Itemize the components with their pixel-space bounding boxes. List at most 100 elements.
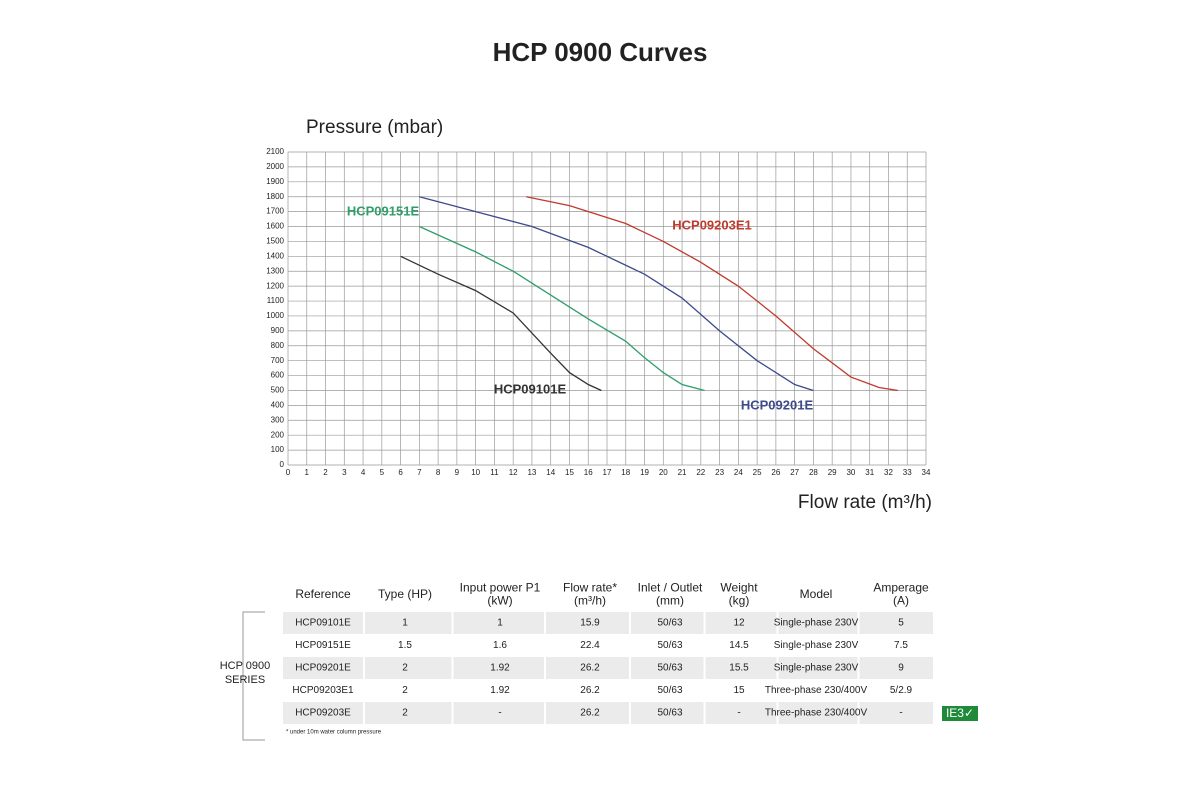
table-cell: 22.4 [580, 640, 600, 651]
x-tick-label: 21 [678, 468, 687, 477]
curve [526, 196, 898, 392]
table-cell: 1.5 [398, 640, 412, 651]
x-tick-label: 26 [771, 468, 780, 477]
table-cell: 2 [402, 663, 408, 674]
badge: IE3✓ [946, 706, 974, 720]
row-bg [283, 657, 933, 679]
x-tick-label: 12 [509, 468, 518, 477]
x-tick-label: 11 [490, 468, 499, 477]
series-label: HCP09203E1 [672, 217, 752, 232]
x-tick-label: 15 [565, 468, 574, 477]
curve [400, 255, 602, 392]
y-tick-label: 1800 [266, 192, 284, 201]
y-tick-label: 200 [271, 430, 285, 439]
table-cell: HCP09101E [295, 618, 351, 629]
table-cell: 50/63 [657, 618, 682, 629]
table-cell: HCP09203E [295, 708, 351, 719]
table-cell: 2 [402, 708, 408, 719]
y-tick-label: 500 [271, 386, 285, 395]
table-cell: 50/63 [657, 685, 682, 696]
x-tick-label: 4 [361, 468, 366, 477]
table-header: Model [800, 587, 833, 601]
table-cell: 1 [402, 618, 408, 629]
footnote: * under 10m water column pressure [286, 730, 382, 736]
y-tick-label: 700 [271, 356, 285, 365]
table-header: (mm) [656, 594, 684, 608]
x-tick-label: 25 [753, 468, 762, 477]
series-label: HCP09201E [741, 397, 814, 412]
x-tick-label: 13 [527, 468, 536, 477]
x-tick-label: 29 [828, 468, 837, 477]
table-cell: 14.5 [729, 640, 749, 651]
x-tick-label: 31 [865, 468, 874, 477]
table-cell: 9 [898, 663, 904, 674]
x-tick-label: 8 [436, 468, 441, 477]
series-label: HCP09151E [347, 203, 420, 218]
table-cell: 1.92 [490, 685, 510, 696]
y-tick-label: 300 [271, 415, 285, 424]
x-tick-label: 1 [305, 468, 310, 477]
x-tick-label: 20 [659, 468, 668, 477]
table-cell: 1.92 [490, 663, 510, 674]
table-cell: HCP09151E [295, 640, 351, 651]
x-tick-label: 2 [323, 468, 328, 477]
y-tick-label: 1500 [266, 237, 284, 246]
x-tick-label: 18 [621, 468, 630, 477]
table-cell: Single-phase 230V [774, 640, 859, 651]
table-cell: Three-phase 230/400V [765, 685, 868, 696]
x-tick-label: 16 [584, 468, 593, 477]
x-tick-label: 30 [846, 468, 855, 477]
chart-title: HCP 0900 Curves [493, 37, 708, 67]
series-label: HCP09101E [494, 381, 567, 396]
series-bracket [242, 611, 265, 741]
y-tick-label: 900 [271, 326, 285, 335]
table-header: Inlet / Outlet [638, 581, 703, 595]
table-cell: 15 [733, 685, 745, 696]
table-cell: 7.5 [894, 640, 908, 651]
table-cell: 12 [733, 618, 745, 629]
x-tick-label: 7 [417, 468, 422, 477]
x-tick-label: 34 [922, 468, 931, 477]
table-cell: 1 [497, 618, 503, 629]
y-axis-label: Pressure (mbar) [306, 117, 443, 138]
table-cell: 50/63 [657, 663, 682, 674]
y-tick-label: 1900 [266, 177, 284, 186]
table-cell: Single-phase 230V [774, 663, 859, 674]
group-label: SERIES [225, 674, 265, 686]
x-tick-label: 9 [455, 468, 460, 477]
y-tick-label: 2100 [266, 147, 284, 156]
y-tick-label: 100 [271, 445, 285, 454]
x-tick-label: 6 [398, 468, 403, 477]
group-label: HCP 0900 [220, 660, 271, 672]
y-tick-label: 1400 [266, 251, 284, 260]
table-cell: 50/63 [657, 640, 682, 651]
x-tick-label: 5 [380, 468, 385, 477]
table-header: Weight [720, 581, 758, 595]
table-cell: Single-phase 230V [774, 618, 859, 629]
y-tick-label: 1100 [267, 296, 285, 305]
y-tick-label: 1000 [266, 311, 284, 320]
x-tick-label: 14 [546, 468, 555, 477]
x-tick-label: 22 [696, 468, 705, 477]
table-cell: HCP09203E1 [292, 685, 354, 696]
table-header: Amperage [873, 581, 929, 595]
table-cell: - [899, 708, 902, 719]
y-tick-label: 800 [271, 341, 285, 350]
badge-bg [942, 706, 978, 721]
curve [419, 225, 705, 392]
table-cell: HCP09201E [295, 663, 351, 674]
x-tick-label: 27 [790, 468, 799, 477]
y-tick-label: 1300 [266, 266, 284, 275]
y-tick-label: 600 [271, 371, 285, 380]
table-header: Type (HP) [378, 587, 432, 601]
x-tick-label: 28 [809, 468, 818, 477]
table-header: (A) [893, 594, 909, 608]
row-bg [283, 702, 933, 724]
x-axis-label: Flow rate (m³/h) [798, 492, 932, 513]
curve [419, 196, 814, 392]
x-tick-label: 32 [884, 468, 893, 477]
table-cell: 26.2 [580, 708, 600, 719]
table-header: Input power P1 [460, 581, 541, 595]
table-header: Reference [295, 587, 351, 601]
